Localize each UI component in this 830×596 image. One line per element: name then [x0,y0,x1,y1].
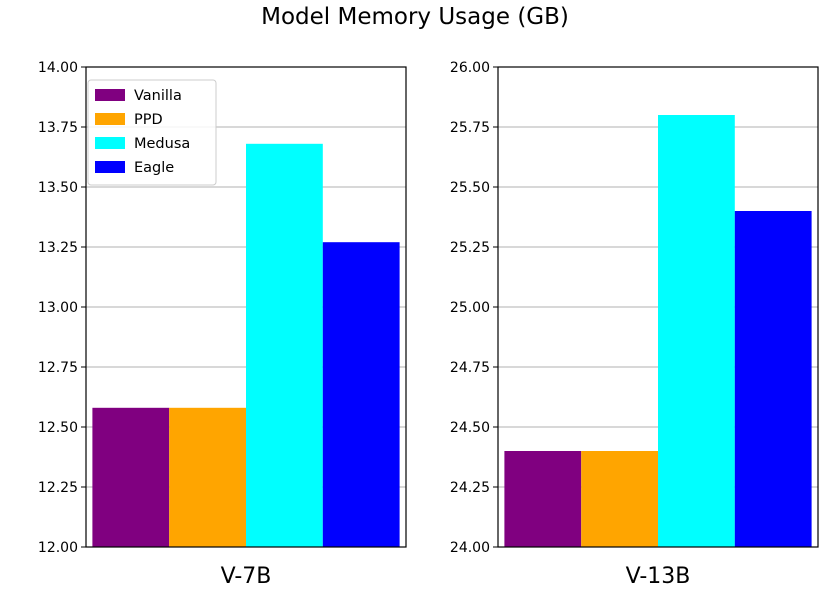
bar-eagle [322,242,400,547]
y-tick-label: 13.50 [38,180,78,196]
bar-ppd [581,451,658,547]
bar-vanilla [504,451,582,547]
y-tick-label: 12.25 [38,480,78,496]
y-tick-label: 13.75 [38,120,78,136]
y-tick-label: 12.50 [38,420,78,436]
y-tick-label: 14.00 [38,60,78,76]
y-tick-label: 24.00 [450,540,490,556]
y-tick-label: 24.50 [450,420,490,436]
legend-box [87,79,217,186]
legend-label-vanilla: Vanilla [134,88,182,104]
y-tick-label: 25.50 [450,180,490,196]
y-tick-label: 12.75 [38,360,78,376]
y-tick-label: 24.75 [450,360,490,376]
legend-swatch-ppd [95,113,125,125]
bar-medusa [246,143,323,548]
y-tick-label: 25.75 [450,120,490,136]
y-tick-label: 13.25 [38,240,78,256]
x-category-label: V-13B [626,564,691,589]
y-tick-label: 24.25 [450,480,490,496]
axes-frame [85,66,407,548]
axes-frame [497,66,819,548]
y-tick-label: 12.00 [38,540,78,556]
y-tick-label: 25.00 [450,300,490,316]
legend-swatch-vanilla [95,89,125,101]
bar-medusa [658,115,735,547]
chart-title: Model Memory Usage (GB) [261,4,569,30]
bar-vanilla [92,407,170,547]
legend-label-ppd: PPD [134,112,163,128]
legend-swatch-eagle [95,161,125,173]
y-tick-label: 13.00 [38,300,78,316]
bar-eagle [734,211,812,547]
y-tick-label: 26.00 [450,60,490,76]
bar-ppd [169,407,246,547]
legend-label-medusa: Medusa [134,136,190,152]
legend-swatch-medusa [95,137,125,149]
x-category-label: V-7B [221,564,272,589]
y-tick-label: 25.25 [450,240,490,256]
legend-label-eagle: Eagle [134,160,174,176]
